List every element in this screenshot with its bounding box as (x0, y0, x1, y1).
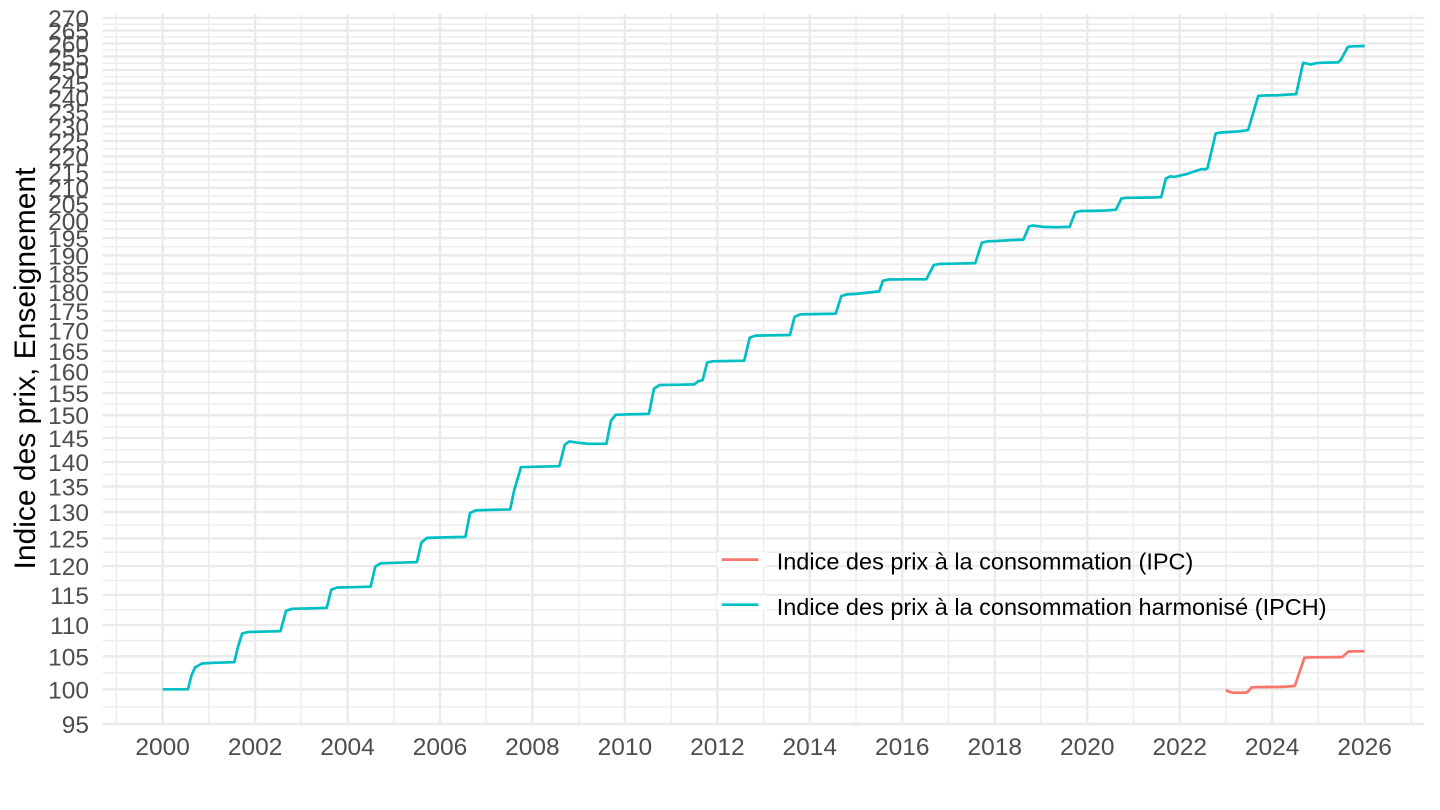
svg-text:240: 240 (48, 86, 89, 113)
svg-text:2000: 2000 (135, 734, 190, 761)
svg-text:135: 135 (48, 475, 89, 502)
svg-text:2006: 2006 (413, 734, 468, 761)
svg-text:270: 270 (48, 6, 89, 33)
svg-text:2004: 2004 (320, 734, 375, 761)
svg-text:2018: 2018 (967, 734, 1022, 761)
svg-text:265: 265 (48, 19, 89, 46)
svg-text:185: 185 (48, 262, 89, 289)
svg-text:Indice des prix à la consommat: Indice des prix à la consommation (IPC) (777, 548, 1194, 574)
svg-text:145: 145 (48, 426, 89, 453)
svg-text:165: 165 (48, 339, 89, 366)
svg-text:235: 235 (48, 100, 89, 127)
svg-text:255: 255 (48, 45, 89, 72)
svg-text:140: 140 (48, 450, 89, 477)
svg-text:110: 110 (50, 613, 89, 640)
svg-text:125: 125 (48, 527, 89, 554)
svg-text:120: 120 (48, 554, 89, 581)
svg-text:2016: 2016 (875, 734, 930, 761)
svg-text:2022: 2022 (1152, 734, 1207, 761)
svg-text:205: 205 (48, 192, 89, 219)
svg-text:180: 180 (48, 280, 89, 307)
svg-text:260: 260 (48, 31, 89, 58)
svg-text:160: 160 (48, 360, 89, 387)
svg-text:150: 150 (48, 403, 89, 430)
svg-text:190: 190 (48, 243, 89, 270)
svg-text:155: 155 (48, 381, 89, 408)
svg-text:215: 215 (48, 160, 89, 187)
svg-text:200: 200 (48, 209, 89, 236)
svg-text:115: 115 (50, 583, 89, 610)
svg-text:130: 130 (48, 500, 89, 527)
svg-text:2020: 2020 (1060, 734, 1115, 761)
svg-text:105: 105 (48, 644, 89, 671)
svg-text:210: 210 (48, 176, 89, 203)
svg-text:2024: 2024 (1245, 734, 1300, 761)
svg-text:245: 245 (48, 72, 89, 99)
svg-text:2008: 2008 (505, 734, 560, 761)
svg-text:2012: 2012 (690, 734, 745, 761)
svg-text:2010: 2010 (598, 734, 653, 761)
svg-text:Indice des prix, Enseignement: Indice des prix, Enseignement (9, 167, 42, 570)
svg-text:170: 170 (48, 319, 89, 346)
svg-text:2014: 2014 (783, 734, 838, 761)
svg-text:2026: 2026 (1337, 734, 1392, 761)
svg-text:195: 195 (48, 226, 89, 253)
svg-text:95: 95 (62, 712, 89, 739)
svg-text:175: 175 (48, 299, 89, 326)
svg-text:250: 250 (48, 58, 89, 85)
svg-text:230: 230 (48, 114, 89, 141)
svg-text:100: 100 (48, 677, 89, 704)
svg-text:Indice des prix à la consommat: Indice des prix à la consommation harmon… (777, 594, 1327, 620)
svg-text:2002: 2002 (228, 734, 283, 761)
svg-text:225: 225 (48, 129, 89, 156)
svg-text:220: 220 (48, 144, 89, 171)
